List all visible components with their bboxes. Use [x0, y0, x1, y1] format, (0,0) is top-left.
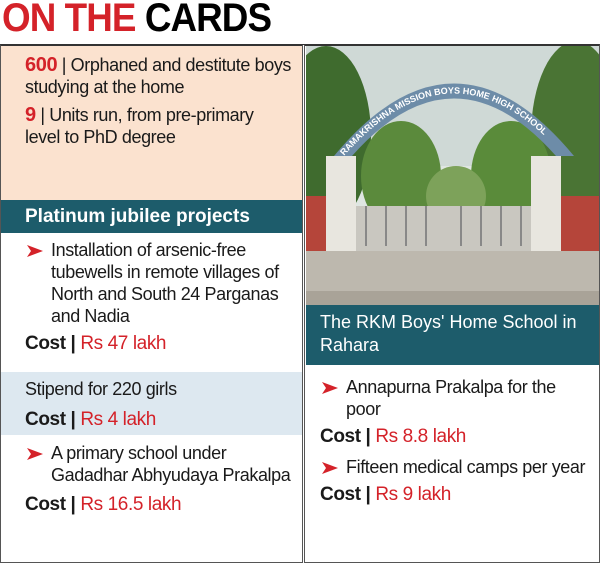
- cost: Cost | Rs 4 lakh: [25, 409, 294, 431]
- title-red: ON THE: [2, 0, 136, 40]
- cost-label: Cost |: [25, 494, 76, 515]
- cost-amount: Rs 47 lakh: [80, 333, 167, 354]
- arrow-icon: [322, 382, 338, 394]
- project-item: Installation of arsenic-free tubewells i…: [25, 239, 294, 327]
- cost-amount: Rs 16.5 lakh: [80, 494, 182, 515]
- cost-amount: Rs 4 lakh: [80, 409, 156, 430]
- divider: [302, 45, 305, 563]
- project-text: Installation of arsenic-free tubewells i…: [51, 240, 279, 326]
- section-heading: Platinum jubilee projects: [1, 200, 302, 233]
- project-text: Stipend for 220 girls: [25, 379, 177, 399]
- project-text: Annapurna Prakalpa for the poor: [346, 377, 556, 419]
- cost-label: Cost |: [25, 409, 76, 430]
- project-text: A primary school under Gadadhar Abhyuday…: [51, 443, 291, 485]
- cost: Cost | Rs 8.8 lakh: [320, 426, 591, 448]
- project: Installation of arsenic-free tubewells i…: [1, 233, 302, 372]
- projects-right: Annapurna Prakalpa for the poor Cost | R…: [306, 372, 599, 562]
- arrow-icon: [27, 245, 43, 257]
- cost: Cost | Rs 9 lakh: [320, 484, 591, 506]
- title-black: CARDS: [144, 0, 272, 40]
- project: Stipend for 220 girls Cost | Rs 4 lakh: [1, 372, 302, 435]
- stats-box: 600 | Orphaned and destitute boys studyi…: [1, 46, 302, 200]
- cost: Cost | Rs 47 lakh: [25, 333, 294, 355]
- cost-amount: Rs 8.8 lakh: [375, 426, 466, 447]
- project-text: Fifteen medical camps per year: [346, 457, 586, 477]
- stat: 600 | Orphaned and destitute boys studyi…: [25, 54, 292, 98]
- photo-caption: The RKM Boys' Home School in Rahara: [306, 305, 599, 365]
- stat-text: | Units run, from pre-primary level to P…: [25, 105, 254, 147]
- cost-amount: Rs 9 lakh: [375, 484, 451, 505]
- project-item: Annapurna Prakalpa for the poor: [320, 376, 591, 420]
- stat-figure: 600: [25, 54, 58, 76]
- photo: RAMAKRISHNA MISSION BOYS HOME HIGH SCHOO…: [306, 46, 599, 305]
- cost-label: Cost |: [320, 484, 371, 505]
- cost-label: Cost |: [320, 426, 371, 447]
- arrow-icon: [322, 462, 338, 474]
- project-item: Fifteen medical camps per year: [320, 456, 591, 478]
- cost-label: Cost |: [25, 333, 76, 354]
- cost: Cost | Rs 16.5 lakh: [25, 494, 294, 516]
- project: A primary school under Gadadhar Abhyuday…: [1, 435, 302, 562]
- project-item: A primary school under Gadadhar Abhyuday…: [25, 442, 294, 486]
- stat: 9 | Units run, from pre-primary level to…: [25, 104, 292, 148]
- stat-figure: 9: [25, 104, 36, 126]
- stat-text: | Orphaned and destitute boys studying a…: [25, 55, 292, 97]
- arrow-icon: [27, 448, 43, 460]
- title: ON THE CARDS: [2, 0, 272, 41]
